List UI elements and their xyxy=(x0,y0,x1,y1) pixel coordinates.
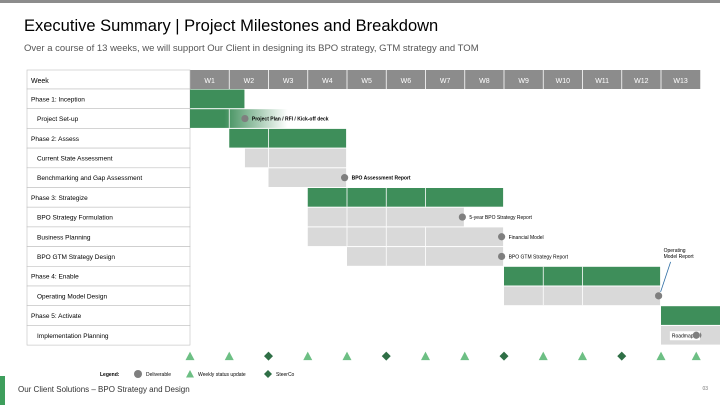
deliverable-icon xyxy=(498,233,506,241)
steerco-icon xyxy=(617,351,627,361)
week-label: W6 xyxy=(401,78,412,85)
status-update-icon xyxy=(691,351,701,361)
deliverable-icon xyxy=(692,331,700,339)
page-subtitle: Over a course of 13 weeks, we will suppo… xyxy=(24,43,479,54)
deliverable-icon xyxy=(341,174,349,182)
row-label-cell xyxy=(26,325,191,346)
deliverable-label: Project Plan / RFI / Kick-off deck xyxy=(252,117,329,123)
steerco-icon xyxy=(264,370,272,378)
legend-title: Legend: xyxy=(100,372,120,378)
task-label: Operating Model Design xyxy=(37,293,107,300)
week-header-bar xyxy=(190,70,701,89)
deliverable-label: Model Report xyxy=(664,254,695,260)
deliverable-label: BPO Assessment Report xyxy=(352,176,411,182)
steerco-icon xyxy=(264,351,273,361)
task-bar xyxy=(307,207,464,227)
deliverable-label: Financial Model xyxy=(509,235,544,241)
week-label: W4 xyxy=(322,78,333,85)
week-label: W1 xyxy=(204,78,215,85)
deliverable-label: 5-year BPO Strategy Report xyxy=(469,215,532,221)
phase-label: Phase 5: Activate xyxy=(31,313,82,320)
week-label: W2 xyxy=(244,78,255,85)
deliverable-label: Operating xyxy=(664,248,686,254)
footer-accent-bar xyxy=(0,376,5,405)
deliverable-icon xyxy=(458,213,466,221)
deliverable-label: BPO GTM Strategy Report xyxy=(509,254,569,260)
deliverable-icon xyxy=(241,114,249,123)
status-update-icon xyxy=(342,351,352,361)
task-label: Implementation Planning xyxy=(37,333,109,340)
status-update-icon xyxy=(460,351,470,361)
callout-line xyxy=(660,261,671,292)
week-label: W9 xyxy=(518,78,529,85)
page-number: 03 xyxy=(702,386,708,392)
week-label: W7 xyxy=(440,78,451,85)
task-bar xyxy=(244,148,347,168)
deliverable-icon xyxy=(498,252,506,261)
phase-label: Phase 4: Enable xyxy=(31,274,79,281)
status-update-icon xyxy=(185,351,195,361)
phase-bar xyxy=(190,89,245,109)
task-label: BPO Strategy Formulation xyxy=(37,215,113,222)
status-update-icon xyxy=(538,351,548,361)
week-label: W13 xyxy=(673,78,688,85)
phase-label: Phase 3: Strategize xyxy=(31,195,88,202)
deliverable-icon xyxy=(655,292,663,300)
status-update-icon xyxy=(578,351,587,361)
task-bar xyxy=(504,286,661,306)
steerco-icon xyxy=(499,351,509,361)
legend-label: Weekly status update xyxy=(198,372,246,378)
task-label: Current State Assessment xyxy=(37,155,113,162)
task-label: Benchmarking and Gap Assessment xyxy=(37,175,142,182)
week-label: W10 xyxy=(556,78,571,85)
status-update-icon xyxy=(224,351,234,361)
legend-label: Deliverable xyxy=(146,372,171,378)
task-bar xyxy=(347,247,504,266)
phase-bar xyxy=(661,306,720,325)
status-update-icon xyxy=(656,351,666,361)
status-update-icon xyxy=(421,351,430,361)
steerco-icon xyxy=(381,351,391,361)
week-column-header: Week xyxy=(31,78,49,85)
phase-label: Phase 2: Assess xyxy=(31,136,80,143)
task-label: BPO GTM Strategy Design xyxy=(37,254,115,261)
task-bar xyxy=(190,109,288,128)
deliverable-label-box xyxy=(669,331,700,341)
task-label: Business Planning xyxy=(37,234,91,241)
week-label: W11 xyxy=(595,78,609,85)
phase-label: Phase 1: Inception xyxy=(31,96,85,103)
week-label: W8 xyxy=(479,78,490,85)
footer-text: Our Client Solutions – BPO Strategy and … xyxy=(18,385,190,394)
deliverable-label: Roadmap xyxy=(672,333,694,339)
phase-bar xyxy=(504,266,661,286)
deliverable-icon xyxy=(134,370,142,378)
phase-bar xyxy=(229,128,347,148)
status-update-icon xyxy=(303,351,313,361)
top-border xyxy=(0,0,720,3)
task-bar xyxy=(307,227,504,247)
status-update-icon xyxy=(186,370,194,378)
task-bar xyxy=(268,168,347,187)
week-label: W3 xyxy=(283,78,294,85)
week-label-cell xyxy=(26,69,191,90)
phase-bar xyxy=(307,188,504,207)
week-label: W12 xyxy=(634,78,649,85)
task-label: Project Set-up xyxy=(37,116,79,123)
legend-label: SteerCo xyxy=(276,372,295,378)
page-title: Executive Summary | Project Milestones a… xyxy=(24,17,439,35)
week-label: W5 xyxy=(361,78,372,85)
